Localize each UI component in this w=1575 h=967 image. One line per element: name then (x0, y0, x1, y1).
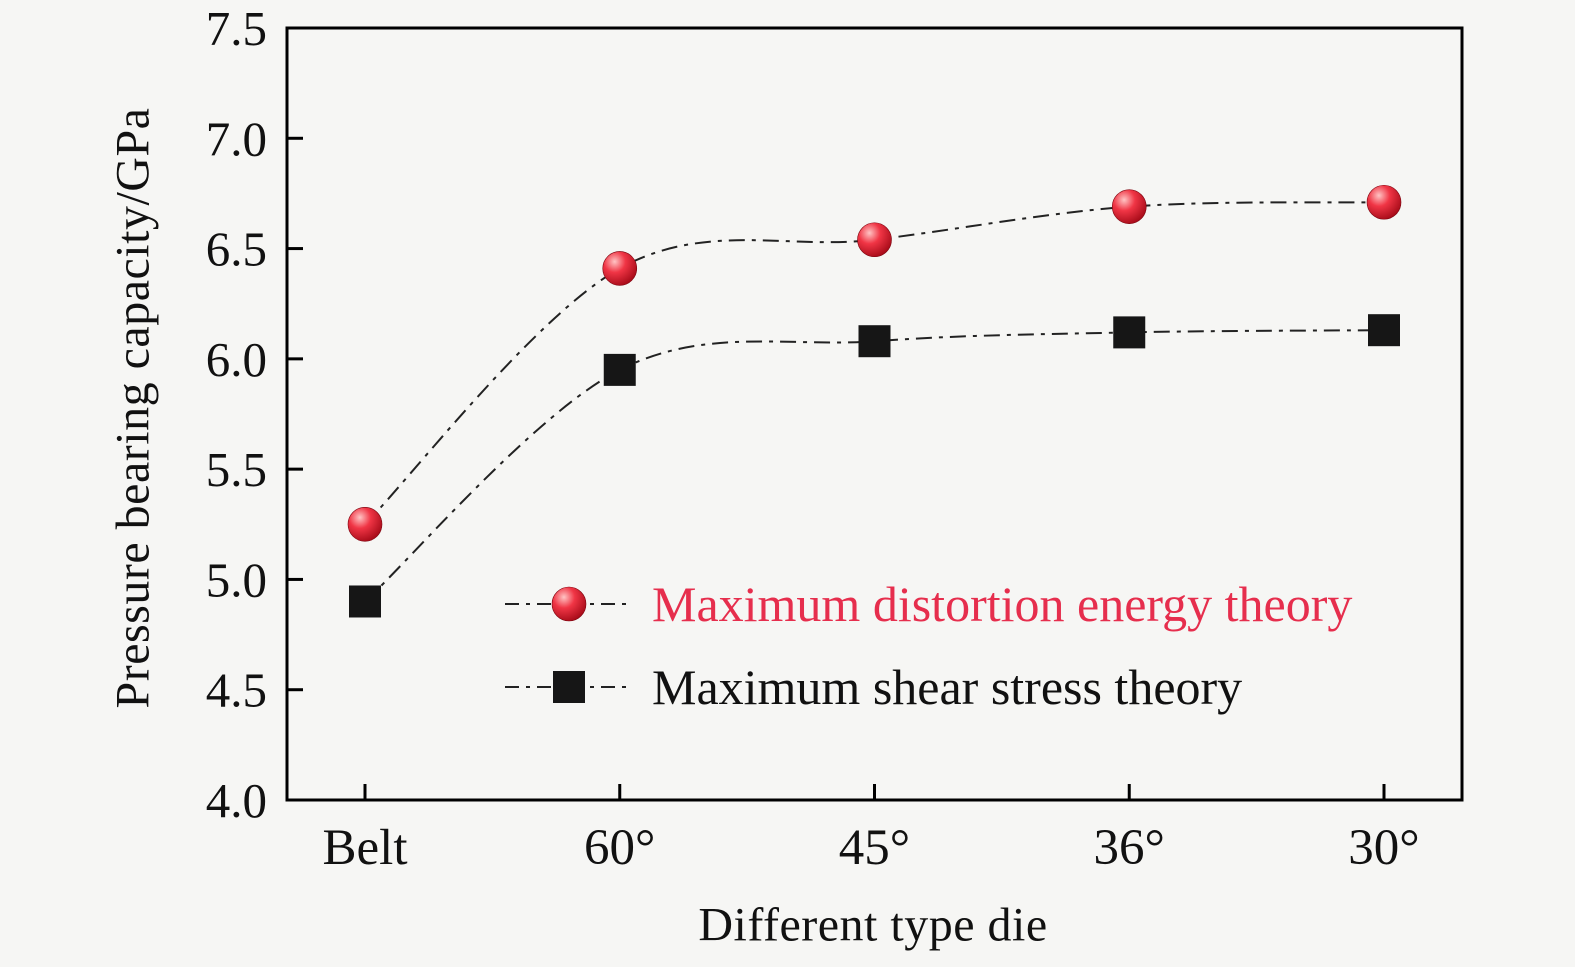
marker-square-1-1 (603, 353, 636, 386)
y-tick-label: 7.5 (206, 1, 267, 56)
marker-square-1-3 (1113, 316, 1146, 349)
x-tick-label: 60° (584, 820, 655, 876)
marker-circle-0-4 (1366, 184, 1402, 220)
y-tick-label: 6.5 (206, 222, 267, 277)
y-tick-label: 5.0 (206, 552, 267, 607)
marker-circle-0-2 (857, 222, 892, 258)
x-tick-label: 36° (1094, 820, 1165, 876)
marker-square-1-2 (858, 325, 891, 358)
legend-label-1: Maximum shear stress theory (652, 659, 1242, 715)
series-line-1 (364, 329, 1385, 603)
series-line-0 (364, 201, 1385, 525)
y-tick-label: 7.0 (206, 111, 267, 166)
y-axis-label: Pressure bearing capacity/GPa (106, 107, 160, 709)
y-tick-label: 4.5 (206, 663, 267, 718)
marker-square-1-0 (349, 585, 381, 618)
x-tick-label: 45° (839, 820, 910, 876)
legend-label-0: Maximum distortion energy theory (652, 576, 1352, 632)
y-tick-label: 5.5 (206, 442, 267, 497)
marker-circle-0-0 (347, 506, 383, 542)
y-tick-label: 4.0 (206, 773, 267, 828)
marker-square-1-4 (1368, 314, 1400, 347)
y-tick-label: 6.0 (206, 332, 267, 387)
marker-circle-0-1 (602, 251, 638, 286)
marker-circle-legend-0 (551, 586, 587, 622)
x-tick-label: Belt (323, 820, 408, 876)
marker-circle-0-3 (1111, 189, 1147, 224)
x-tick-label: 30° (1348, 820, 1419, 876)
x-axis-label: Different type die (698, 898, 1048, 952)
marker-square-legend-1 (553, 671, 585, 703)
